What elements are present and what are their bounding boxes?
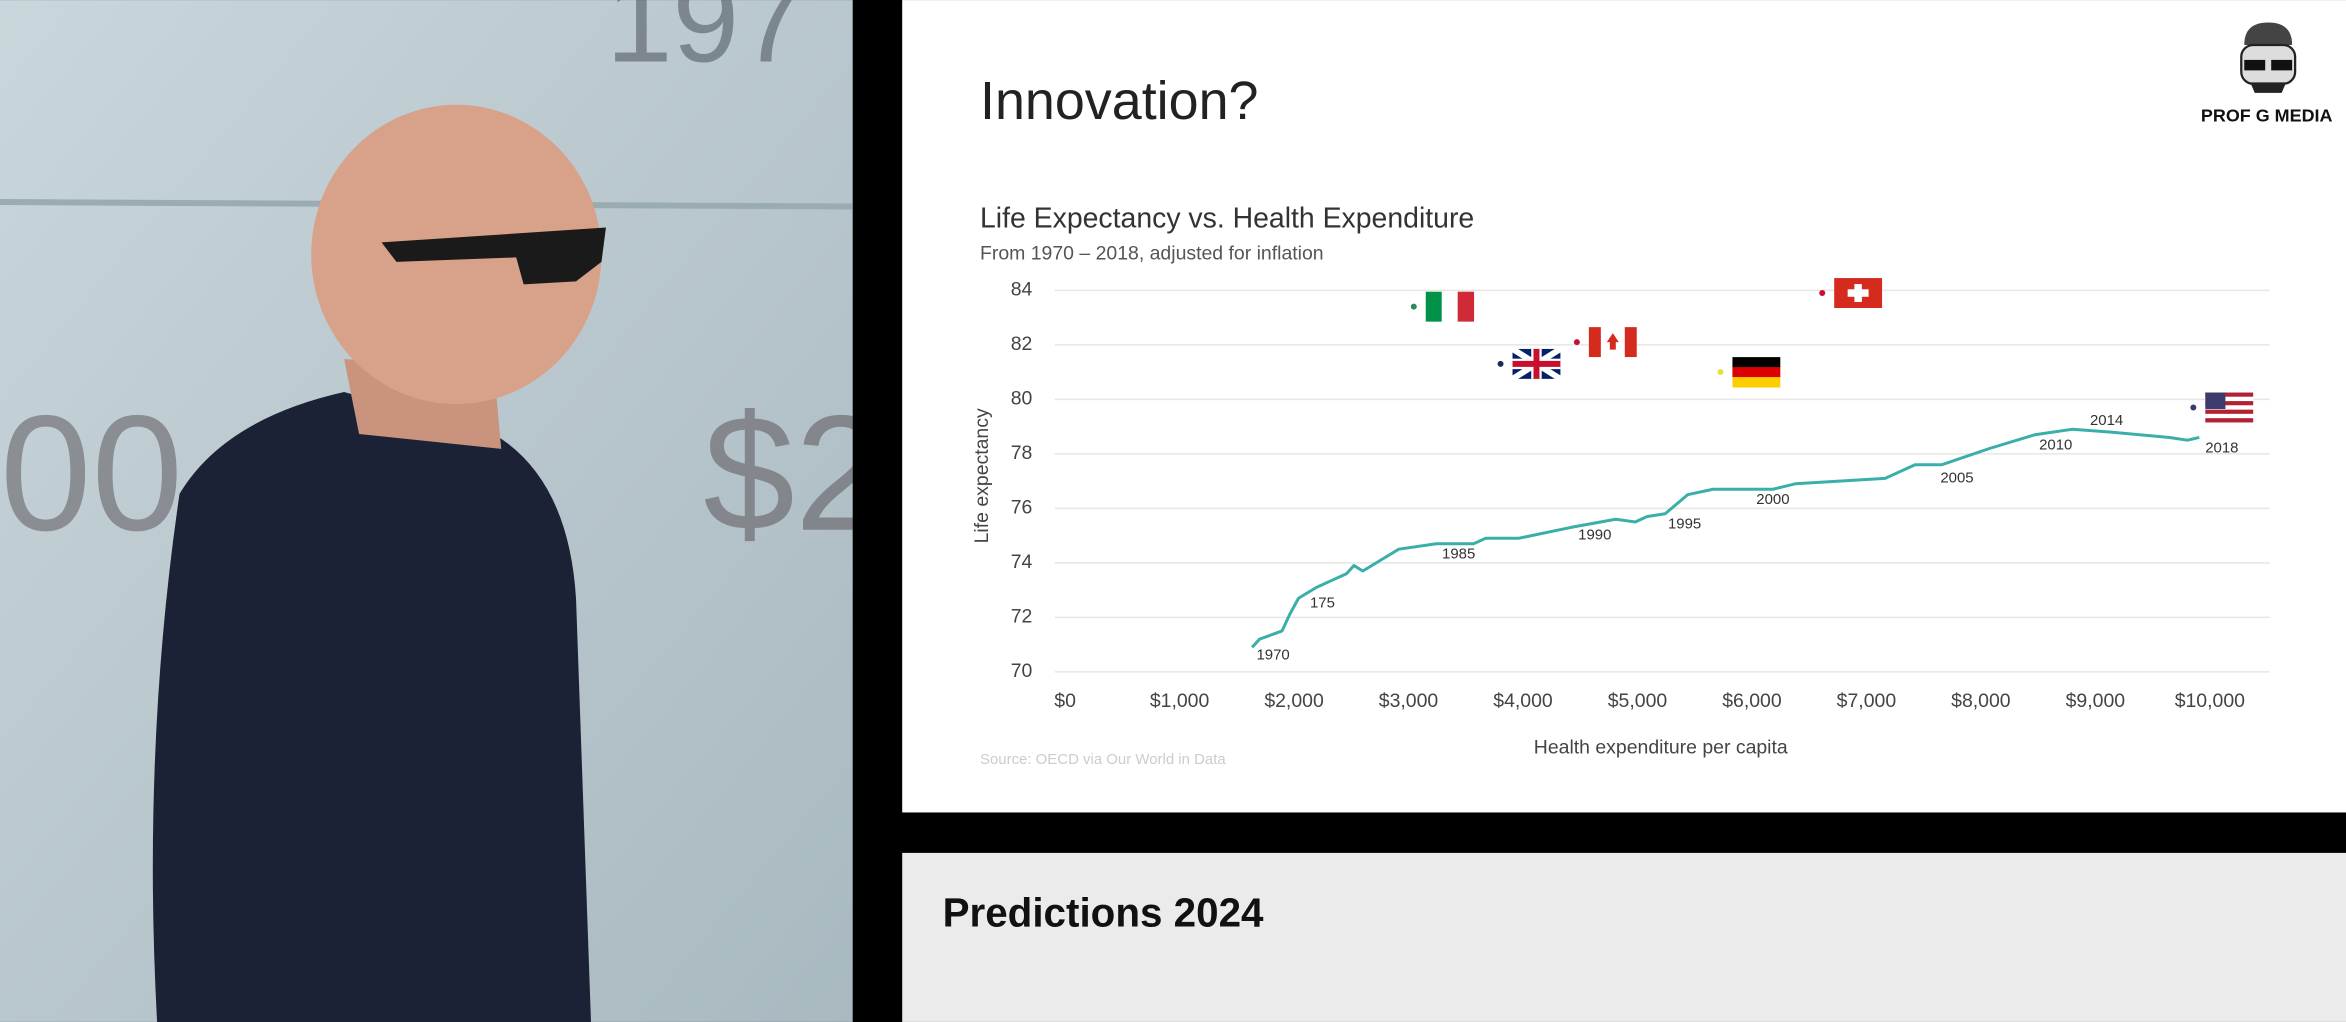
- flag: [1732, 357, 1781, 388]
- country-point: [1717, 369, 1724, 376]
- flag-part: [2205, 392, 2254, 397]
- y-tick-label: 78: [1011, 442, 1033, 464]
- flag-part: [1457, 291, 1475, 322]
- flag-part: [1588, 327, 1601, 358]
- country-point: [1497, 360, 1504, 367]
- country-point: [2190, 404, 2197, 411]
- year-label: 1995: [1668, 516, 1701, 533]
- divider: [902, 812, 2346, 853]
- flag-part: [1732, 357, 1781, 368]
- flag: [1588, 327, 1637, 358]
- flag: [1510, 346, 1562, 382]
- plot: 70 72 74 76 78 80 82 84 $0 $1,000 $2,000 $3,000 $4,0…: [1011, 278, 2270, 712]
- x-tick-label: $9,000: [2066, 690, 2126, 712]
- y-tick-label: 80: [1011, 387, 1033, 409]
- backdrop-text: 00: [0, 381, 183, 565]
- year-label: 2010: [2039, 437, 2072, 454]
- x-axis-label: Health expenditure per capita: [1534, 736, 1788, 758]
- source-note: Source: OECD via Our World in Data: [980, 751, 1226, 768]
- speaker-body: [152, 392, 591, 1022]
- line: [1251, 427, 2200, 649]
- flag-part: [2205, 401, 2254, 406]
- y-tick-label: 76: [1011, 496, 1033, 518]
- year-label: 2005: [1940, 469, 1973, 486]
- x-tick-label: $1,000: [1150, 690, 1210, 712]
- year-label: 1985: [1442, 546, 1475, 563]
- banner: [902, 852, 2346, 1022]
- x-tick-label: $4,000: [1493, 690, 1553, 712]
- backdrop-text: 197: [606, 0, 806, 88]
- flag-part: [1732, 367, 1781, 378]
- brand-name: PROF G MEDIA: [2201, 105, 2333, 125]
- flag: [2205, 392, 2254, 423]
- flag-part: [1425, 291, 1443, 322]
- y-tick-label: 70: [1011, 660, 1033, 682]
- y-tick-label: 84: [1011, 278, 1033, 300]
- flag-part: [2205, 409, 2254, 414]
- brand-logo: [2240, 22, 2297, 93]
- flag: [1425, 291, 1475, 322]
- x-tick-label: $10,000: [2175, 690, 2245, 712]
- flag-part: [2205, 396, 2254, 402]
- flag-part: [1606, 333, 1619, 350]
- y-tick-label: 74: [1011, 551, 1033, 573]
- divider: [852, 0, 903, 1022]
- y-tick-label: 72: [1011, 605, 1033, 627]
- y-axis-label: Life expectancy: [971, 408, 993, 543]
- flag-part: [1624, 327, 1637, 358]
- x-tick-label: $8,000: [1951, 690, 2011, 712]
- y-tick-label: 82: [1011, 333, 1033, 355]
- year-label: 2014: [2090, 412, 2123, 429]
- banner-title: Predictions 2024: [943, 889, 1264, 935]
- year-label: 1990: [1578, 527, 1611, 544]
- flag-part: [2205, 418, 2254, 423]
- slide: [902, 0, 2346, 813]
- flag-part: [2205, 392, 2226, 409]
- slide-title: Innovation?: [980, 71, 1259, 131]
- year-label: 175: [1310, 595, 1335, 612]
- x-tick-label: $5,000: [1608, 690, 1668, 712]
- country-point: [1573, 339, 1580, 346]
- country-point: [1819, 290, 1826, 297]
- flag-part: [2205, 405, 2254, 410]
- flag-part: [2205, 413, 2254, 419]
- chart-subtitle: From 1970 – 2018, adjusted for inflation: [980, 243, 1324, 265]
- flag-part: [1441, 291, 1459, 322]
- x-tick-label: $0: [1054, 690, 1076, 712]
- flag-part: [1847, 289, 1869, 297]
- flag: [1834, 278, 1883, 309]
- year-label: 2000: [1756, 491, 1789, 508]
- x-tick-label: $2,000: [1264, 690, 1324, 712]
- flag-part: [1732, 377, 1781, 388]
- flag-part: [1512, 360, 1561, 367]
- x-tick-label: $7,000: [1837, 690, 1897, 712]
- chart-title: Life Expectancy vs. Health Expenditure: [980, 202, 1474, 234]
- x-tick-label: $6,000: [1722, 690, 1782, 712]
- country-point: [1410, 303, 1417, 310]
- speaker-glasses: [381, 227, 606, 285]
- x-tick-label: $3,000: [1379, 690, 1439, 712]
- year-label: 1970: [1256, 646, 1289, 663]
- year-label: 2018: [2205, 439, 2238, 456]
